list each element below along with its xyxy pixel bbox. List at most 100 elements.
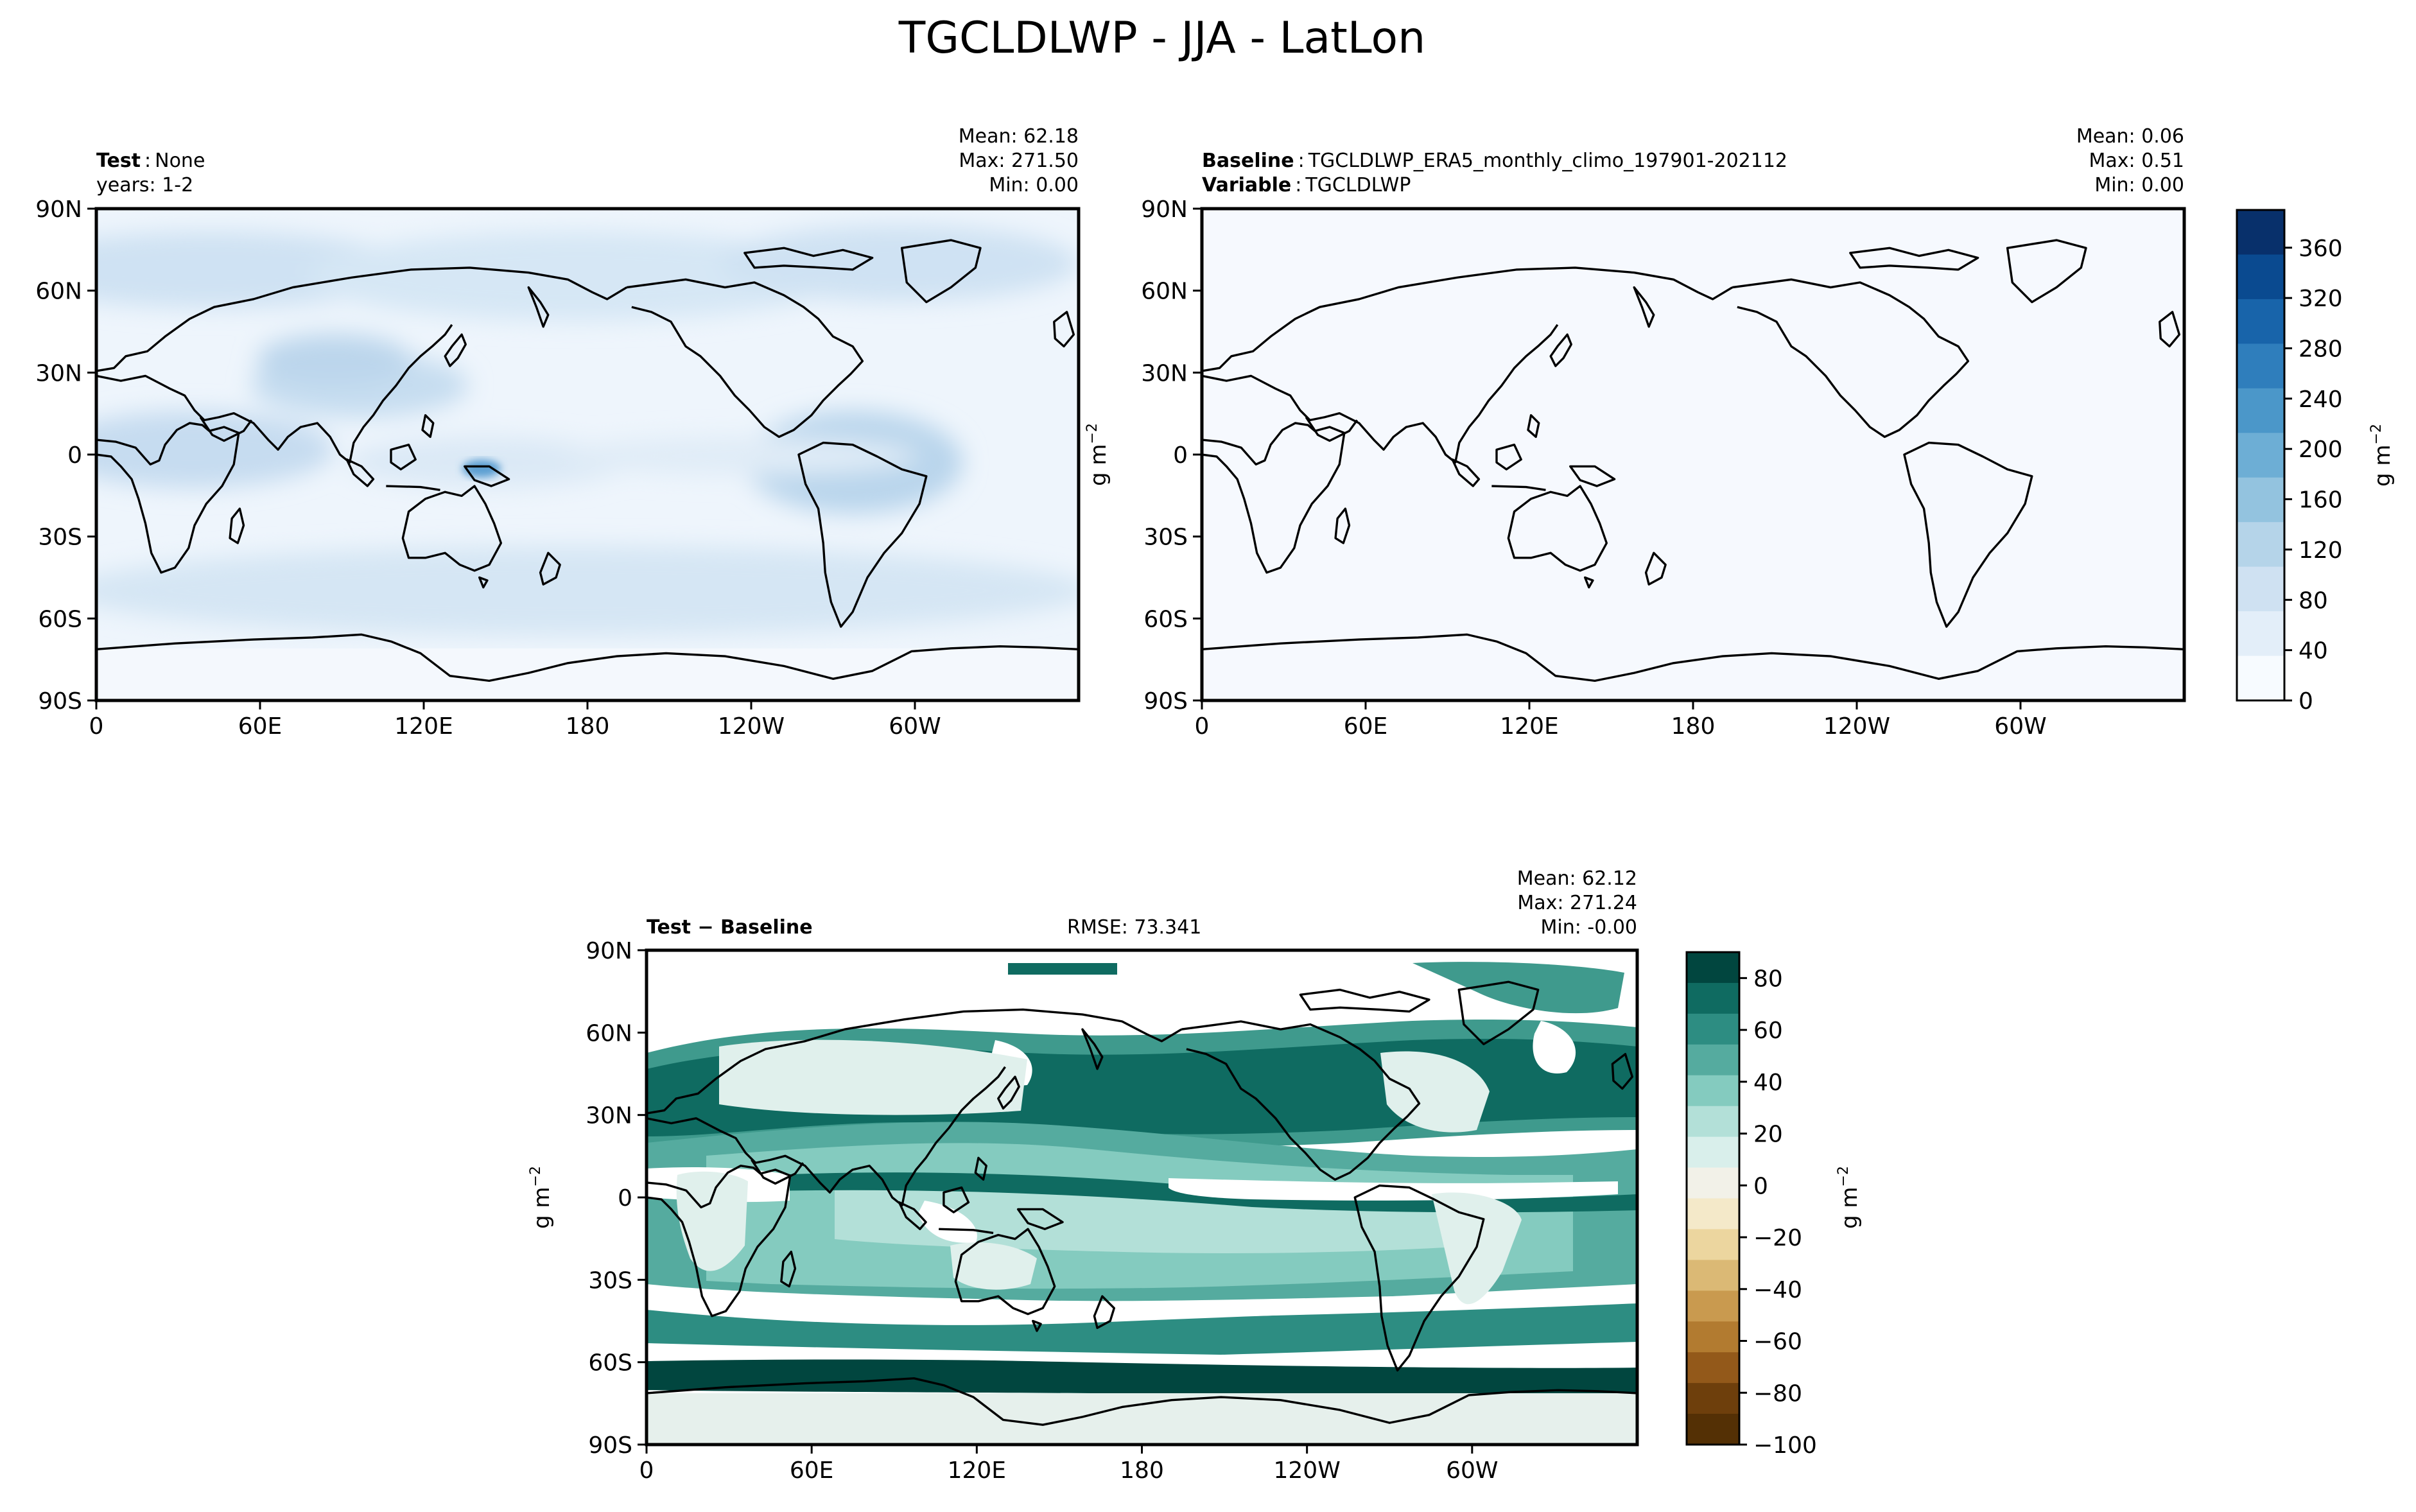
test-min: Min: 0.00 bbox=[989, 174, 1079, 196]
colorbar_diff-segment bbox=[1687, 1044, 1739, 1076]
lat-tick-label: 0 bbox=[618, 1185, 632, 1212]
lon-tick-label: 180 bbox=[566, 713, 610, 740]
baseline-ylabel: g m−2 bbox=[1084, 423, 1111, 486]
lon-tick-label: 60W bbox=[1994, 713, 2046, 740]
colorbar_top-segment bbox=[2237, 566, 2284, 612]
colorbar_diff-segment bbox=[1687, 952, 1739, 984]
colorbar_diff-tick-label: −60 bbox=[1753, 1329, 1802, 1355]
test-years: years: 1-2 bbox=[96, 174, 193, 196]
diff-ylabel: g m−2 bbox=[528, 1166, 555, 1229]
colorbar_diff-tick-label: 60 bbox=[1753, 1018, 1783, 1044]
baseline-ylabel-text: g m bbox=[1086, 444, 1111, 486]
lon-tick-label: 120W bbox=[1274, 1457, 1341, 1484]
test-max: Max: 271.50 bbox=[959, 150, 1079, 172]
colorbar_top-segment bbox=[2237, 254, 2284, 300]
lon-axis: 0 60E 120E 180 120W 60W bbox=[639, 1445, 1499, 1484]
colorbar-diff-label-sup: −2 bbox=[1836, 1166, 1852, 1186]
colorbar_diff-segment bbox=[1687, 1321, 1739, 1353]
colorbar_diff-tick-label: −100 bbox=[1753, 1432, 1817, 1459]
baseline-label: Baseline: TGCLDLWP_ERA5_monthly_climo_197… bbox=[1202, 150, 1787, 172]
lat-tick-label: 60N bbox=[1141, 279, 1188, 305]
colorbar_top-segment bbox=[2237, 433, 2284, 478]
colorbar_diff-segment bbox=[1687, 1352, 1739, 1384]
colorbar_diff-segment bbox=[1687, 1013, 1739, 1045]
colorbar_top-tick-label: 320 bbox=[2299, 286, 2343, 312]
colorbar_diff-tick-label: 40 bbox=[1753, 1070, 1783, 1096]
colorbar_top-segment bbox=[2237, 477, 2284, 523]
diff-panel: 90N 60N 30N 0 30S 60S 90S 0 60E 120E 180 120W 60W T… bbox=[528, 867, 1639, 1484]
colorbar_top-segment bbox=[2237, 611, 2284, 657]
baseline-variable-bold: Variable bbox=[1202, 174, 1291, 196]
baseline-field bbox=[1202, 209, 2184, 700]
lat-axis: 90N 60N 30N 0 30S 60S 90S bbox=[586, 938, 647, 1459]
lat-tick-label: 90S bbox=[588, 1432, 632, 1459]
baseline-ylabel-sup: −2 bbox=[1084, 423, 1100, 444]
lon-tick-label: 120W bbox=[1823, 713, 1890, 740]
test-label-sep: : bbox=[144, 150, 151, 172]
baseline-max: Max: 0.51 bbox=[2089, 150, 2184, 172]
test-panel: 90N 60N 30N 0 30S 60S 90S 0 60E 120E 180 120W 60W T… bbox=[35, 125, 1081, 740]
colorbar_top-tick-label: 120 bbox=[2299, 537, 2343, 564]
colorbar_diff-tick-label: −80 bbox=[1753, 1380, 1802, 1407]
colorbar_diff-frame bbox=[1685, 951, 1741, 1446]
baseline-panel: 90N 60N 30N 0 30S 60S 90S 0 60E 120E 180 120W 60W B… bbox=[1084, 125, 2186, 740]
colorbar_diff-tick-label: 0 bbox=[1753, 1173, 1768, 1199]
colorbar_diff-segment bbox=[1687, 1414, 1739, 1445]
lat-tick-label: 90S bbox=[1143, 688, 1188, 715]
baseline-variable: Variable: TGCLDLWP bbox=[1202, 174, 1411, 196]
lat-tick-label: 90N bbox=[586, 938, 632, 964]
colorbar_top-tick-label: 360 bbox=[2299, 236, 2343, 262]
test-label-bold: Test bbox=[96, 150, 141, 172]
colorbar_top-segment bbox=[2237, 299, 2284, 344]
lon-tick-label: 0 bbox=[89, 713, 104, 740]
lat-tick-label: 30N bbox=[1141, 360, 1188, 387]
lat-tick-label: 30S bbox=[38, 525, 82, 551]
lon-tick-label: 0 bbox=[639, 1457, 654, 1484]
colorbar-diff-label: g m−2 bbox=[1836, 1166, 1863, 1229]
diff-rmse: RMSE: 73.341 bbox=[1067, 916, 1201, 939]
colorbar_top-tick-label: 240 bbox=[2299, 387, 2343, 413]
colorbar_top-tick-label: 0 bbox=[2299, 688, 2313, 715]
lat-tick-label: 60N bbox=[35, 279, 82, 305]
colorbar_diff-tick-label: 80 bbox=[1753, 966, 1783, 992]
colorbar_top-tick-label: 280 bbox=[2299, 336, 2343, 362]
colorbar_diff-segment bbox=[1687, 1260, 1739, 1291]
diff-ylabel-text: g m bbox=[529, 1186, 555, 1229]
lon-tick-label: 60E bbox=[1344, 713, 1388, 740]
colorbar_top-frame bbox=[2236, 209, 2286, 702]
baseline-label-value: TGCLDLWP_ERA5_monthly_climo_197901-20211… bbox=[1308, 150, 1787, 172]
baseline-variable-value: TGCLDLWP bbox=[1305, 174, 1411, 196]
colorbar_diff-segment bbox=[1687, 1106, 1739, 1138]
colorbar-top: 0 40 80 120 160 200 240 280 320 360 bbox=[2236, 209, 2343, 715]
colorbar_top-segment bbox=[2237, 343, 2284, 389]
diff-ylabel-sup: −2 bbox=[528, 1166, 544, 1186]
figure-title: TGCLDLWP - JJA - LatLon bbox=[898, 13, 1425, 64]
lon-axis: 0 60E 120E 180 120W 60W bbox=[89, 700, 941, 740]
colorbar_diff-segment bbox=[1687, 1290, 1739, 1322]
lat-tick-label: 60S bbox=[588, 1350, 632, 1377]
test-label: Test: None bbox=[96, 150, 205, 172]
colorbar_top-segment bbox=[2237, 210, 2284, 255]
lon-tick-label: 120E bbox=[394, 713, 453, 740]
lon-tick-label: 180 bbox=[1120, 1457, 1164, 1484]
colorbar_top-tick-label: 80 bbox=[2299, 587, 2328, 614]
colorbar_diff-tick-label: −20 bbox=[1753, 1225, 1802, 1251]
colorbar_top-segment bbox=[2237, 656, 2284, 701]
colorbar-diff-label-text: g m bbox=[1837, 1186, 1863, 1229]
colorbar_diff-segment bbox=[1687, 1167, 1739, 1199]
baseline-mean: Mean: 0.06 bbox=[2076, 125, 2184, 148]
colorbar_diff-segment bbox=[1687, 1136, 1739, 1169]
lon-tick-label: 120E bbox=[1500, 713, 1558, 740]
colorbar_diff-tick-label: −40 bbox=[1753, 1277, 1802, 1303]
lat-tick-label: 30S bbox=[1143, 525, 1188, 551]
colorbar-top-label-text: g m bbox=[2370, 444, 2395, 487]
baseline-label-bold: Baseline bbox=[1202, 150, 1294, 172]
lat-axis: 90N 60N 30N 0 30S 60S 90S bbox=[35, 196, 96, 715]
test-field-peak bbox=[462, 460, 501, 478]
lon-tick-label: 60W bbox=[889, 713, 941, 740]
lon-tick-label: 0 bbox=[1195, 713, 1210, 740]
lat-tick-label: 0 bbox=[67, 442, 82, 469]
colorbar_top-segment bbox=[2237, 522, 2284, 568]
lon-tick-label: 60E bbox=[238, 713, 282, 740]
